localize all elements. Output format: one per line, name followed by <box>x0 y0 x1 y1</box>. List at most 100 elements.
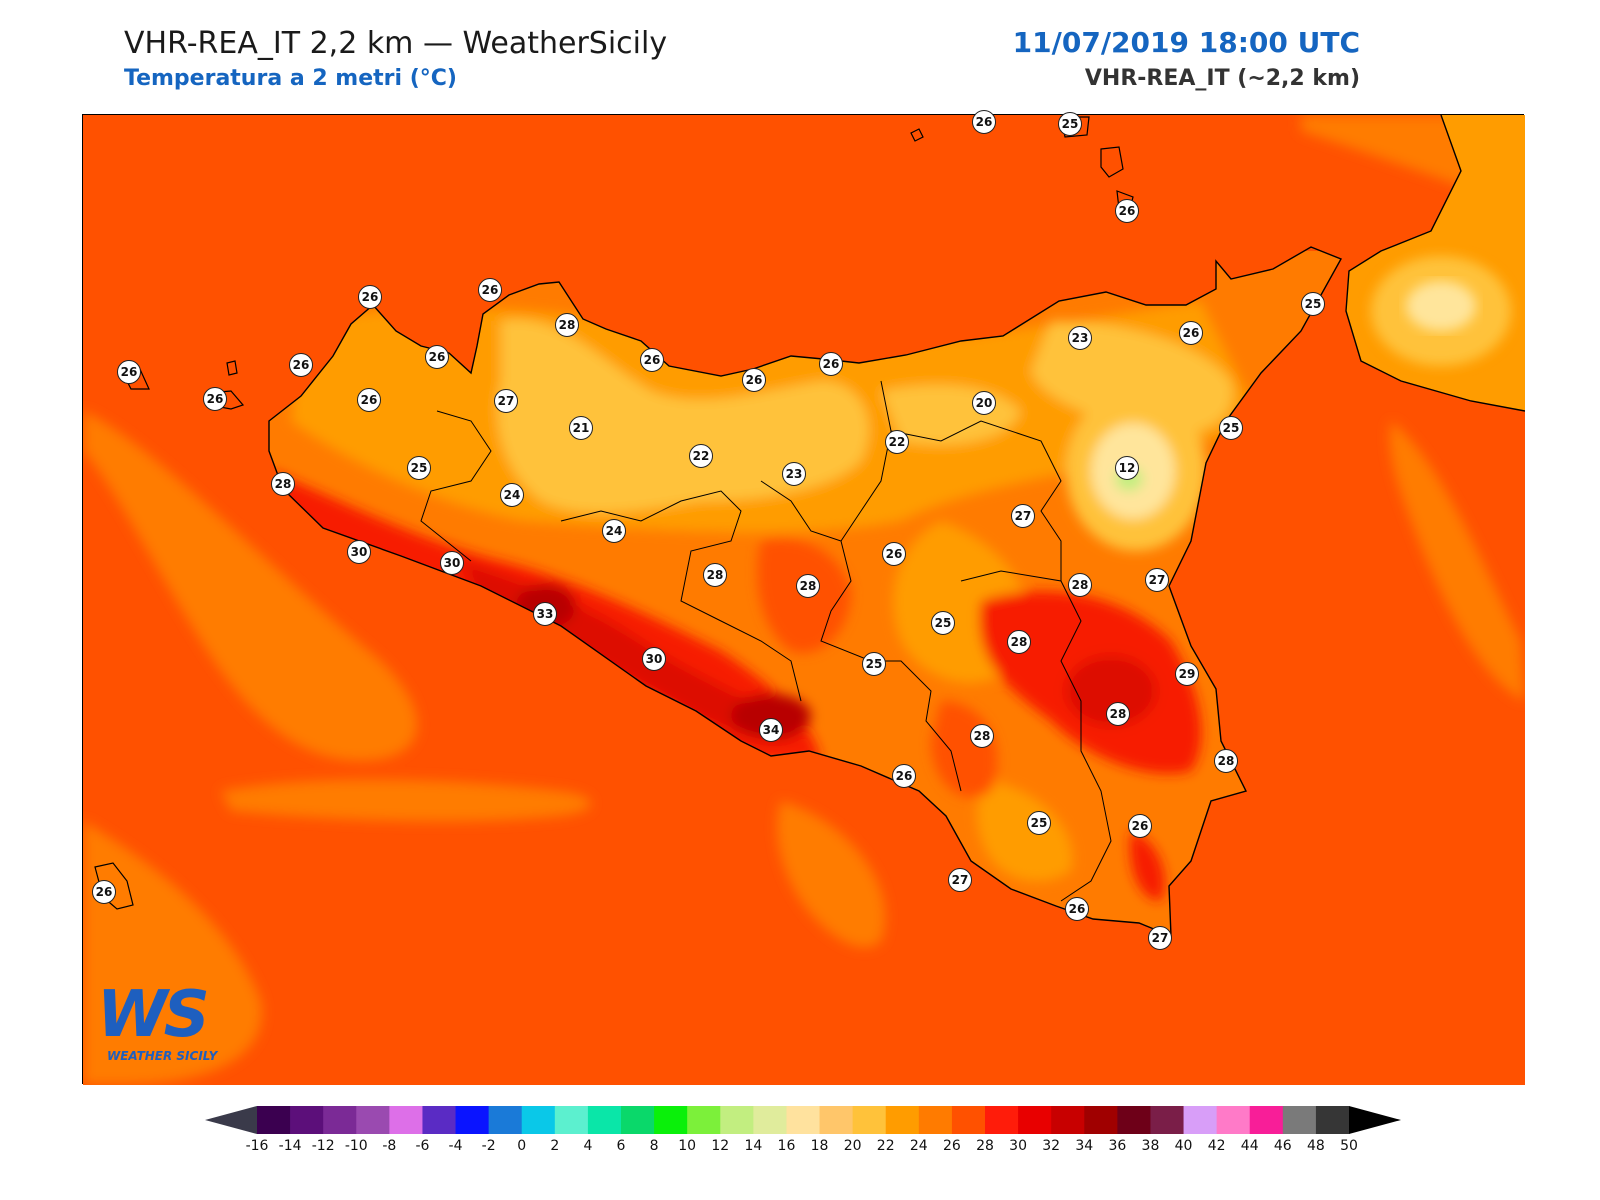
station-marker: 29 <box>1175 662 1199 686</box>
station-marker: 25 <box>1058 112 1082 136</box>
station-marker: 22 <box>885 430 909 454</box>
temperature-colorbar: -16 -14 -12 -10 -8 -6 -4 -2 0 2 4 6 8 10 12 14 16 18 20 22 2… <box>205 1106 1401 1166</box>
colorbar-over-arrow <box>1349 1106 1401 1134</box>
colorbar-swatch <box>422 1106 457 1134</box>
logo-mark: WS <box>97 978 210 1052</box>
temperature-map: 26 25 26 26 26 28 26 26 26 23 26 25 26 26 26 26 26 27 21 20… <box>82 110 1525 1085</box>
colorbar-tick-label: 34 <box>1075 1138 1094 1154</box>
station-marker: 27 <box>948 868 972 892</box>
colorbar-swatch <box>1018 1106 1052 1134</box>
colorbar-tick-label: -12 <box>311 1138 335 1154</box>
station-marker: 26 <box>478 278 502 302</box>
colorbar-swatch <box>654 1106 688 1134</box>
station-marker: 26 <box>425 345 449 369</box>
colorbar-tick-label: 20 <box>843 1138 862 1154</box>
colorbar-tick-label: -10 <box>344 1138 368 1154</box>
colorbar-tick-label: -16 <box>245 1138 269 1154</box>
colorbar-tick-label: 2 <box>550 1138 560 1154</box>
colorbar-under-arrow <box>205 1106 257 1134</box>
station-marker: 26 <box>640 348 664 372</box>
sea-temperature-bands <box>83 115 1525 1085</box>
colorbar-tick-label: 16 <box>777 1138 796 1154</box>
colorbar-swatch <box>786 1106 821 1134</box>
sicily-coastline <box>268 246 1342 938</box>
colorbar-swatch <box>1117 1106 1151 1134</box>
colorbar-tick-label: 38 <box>1141 1138 1160 1154</box>
station-marker: 26 <box>357 388 381 412</box>
colorbar-tick-label: -6 <box>415 1138 430 1154</box>
station-marker: 27 <box>1145 568 1169 592</box>
colorbar-tick-label: 46 <box>1273 1138 1292 1154</box>
colorbar-tick-label: 28 <box>976 1138 994 1154</box>
colorbar-swatch <box>1315 1106 1350 1134</box>
station-marker: 26 <box>1115 199 1139 223</box>
colorbar-swatch <box>1084 1106 1118 1134</box>
colorbar-tick-label: 26 <box>942 1138 961 1154</box>
station-marker: 24 <box>602 519 626 543</box>
station-marker: 22 <box>689 444 713 468</box>
station-marker: 26 <box>742 368 766 392</box>
colorbar-tick-label: 6 <box>616 1138 626 1154</box>
station-marker: 26 <box>289 353 313 377</box>
station-marker: 26 <box>1179 321 1203 345</box>
colorbar-swatch <box>488 1106 523 1134</box>
calabria-coastline <box>1345 115 1525 412</box>
station-marker: 33 <box>533 602 557 626</box>
colorbar-swatch <box>1216 1106 1251 1134</box>
station-marker: 25 <box>407 456 431 480</box>
colorbar-swatch <box>323 1106 357 1134</box>
station-marker: 27 <box>494 389 518 413</box>
colorbar-tick-label: 22 <box>876 1138 895 1154</box>
colorbar-tick-label: 50 <box>1340 1138 1358 1154</box>
station-marker: 24 <box>500 483 524 507</box>
colorbar-swatch <box>687 1106 721 1134</box>
colorbar-swatch <box>554 1106 589 1134</box>
station-marker: 28 <box>1106 702 1130 726</box>
weathersicily-logo: WS WEATHER SICILY <box>97 983 257 1073</box>
station-marker: 21 <box>569 416 593 440</box>
model-name: VHR-REA_IT (~2,2 km) <box>1084 66 1360 91</box>
colorbar-swatch <box>819 1106 854 1134</box>
station-marker: 28 <box>555 313 579 337</box>
station-marker: 28 <box>271 472 295 496</box>
map-canvas <box>83 115 1525 1085</box>
colorbar-swatch <box>951 1106 986 1134</box>
station-marker: 34 <box>759 718 783 742</box>
station-marker: 25 <box>1301 292 1325 316</box>
colorbar-swatch <box>587 1106 622 1134</box>
station-marker: 25 <box>931 611 955 635</box>
station-marker: 26 <box>819 352 843 376</box>
station-marker: 27 <box>1011 504 1035 528</box>
colorbar-swatch <box>1249 1106 1284 1134</box>
colorbar-swatch <box>521 1106 556 1134</box>
colorbar-swatch <box>455 1106 490 1134</box>
station-marker: 25 <box>1027 811 1051 835</box>
colorbar-swatch <box>621 1106 655 1134</box>
station-marker: 23 <box>1068 326 1092 350</box>
colorbar-tick-label: 48 <box>1306 1138 1325 1154</box>
colorbar-swatch <box>356 1106 390 1134</box>
colorbar-swatches <box>205 1106 1401 1134</box>
colorbar-swatch <box>257 1106 291 1134</box>
station-marker: 28 <box>1007 630 1031 654</box>
colorbar-tick-label: 44 <box>1240 1138 1259 1154</box>
station-marker: 26 <box>892 764 916 788</box>
colorbar-swatch <box>1282 1106 1317 1134</box>
colorbar-swatch <box>1150 1106 1185 1134</box>
station-marker: 28 <box>1068 573 1092 597</box>
colorbar-swatch <box>1051 1106 1085 1134</box>
colorbar-tick-label: 40 <box>1174 1138 1193 1154</box>
colorbar-swatch <box>290 1106 324 1134</box>
station-marker: 12 <box>1115 456 1139 480</box>
colorbar-tick-label: 24 <box>909 1138 928 1154</box>
colorbar-tick-label: 14 <box>744 1138 763 1154</box>
colorbar-tick-label: 12 <box>711 1138 730 1154</box>
station-marker: 23 <box>782 462 806 486</box>
colorbar-tick-label: 42 <box>1207 1138 1226 1154</box>
colorbar-tick-label: -2 <box>481 1138 496 1154</box>
colorbar-swatch <box>753 1106 787 1134</box>
province-borders <box>420 380 1112 902</box>
station-marker: 20 <box>972 391 996 415</box>
colorbar-tick-label: 18 <box>810 1138 829 1154</box>
valid-datetime: 11/07/2019 18:00 UTC <box>1012 26 1360 59</box>
